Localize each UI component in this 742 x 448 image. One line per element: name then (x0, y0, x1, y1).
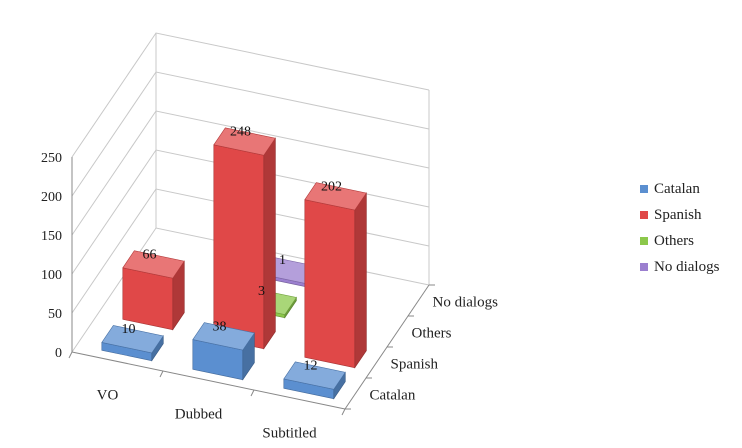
bar-front-face (122, 267, 174, 331)
category-label: VO (97, 388, 119, 404)
bar-catalan-subtitled (283, 361, 346, 400)
data-label: 66 (143, 247, 157, 262)
series-depth-label: Catalan (370, 388, 416, 404)
y-tick-label: 200 (41, 190, 62, 205)
bar-front-face (213, 144, 265, 350)
bar-top-face (101, 325, 164, 354)
bar-top-face (304, 182, 367, 211)
chart-labels: 0 50 100 150 200 250 VO Dubbed Subtitled Catalan S… (41, 125, 498, 442)
series-depth-label: Spanish (391, 357, 439, 373)
data-label: 248 (230, 125, 251, 140)
bar-spanish-subtitled (304, 182, 367, 369)
legend-swatch (640, 211, 648, 219)
legend: Catalan Spanish Others No dialogs (640, 176, 719, 280)
legend-swatch (640, 237, 648, 245)
x-axis (71, 351, 346, 410)
legend-label: Others (654, 232, 694, 249)
y-tick-label: 150 (41, 229, 62, 244)
legend-item: Others (640, 228, 719, 254)
y-tick-label: 100 (41, 268, 62, 283)
data-label: 3 (258, 284, 265, 299)
y-tick-label: 0 (55, 346, 62, 361)
data-label: 12 (304, 359, 318, 374)
bar-catalan-vo (101, 325, 164, 362)
data-label: 202 (321, 179, 342, 194)
series-depth-label: No dialogs (433, 295, 499, 311)
x-tick (159, 370, 164, 378)
legend-swatch (640, 263, 648, 271)
category-label: Dubbed (175, 407, 223, 423)
bar-top-face (213, 127, 276, 156)
bar-side-face (354, 192, 367, 369)
legend-label: Catalan (654, 180, 700, 197)
x-tick (250, 389, 255, 397)
bar-spanish-vo (122, 250, 185, 331)
bar-side-face (263, 137, 276, 350)
bar-spanish-dubbed (213, 127, 276, 350)
bar-top-face (283, 361, 346, 390)
y-tick-label: 50 (48, 307, 62, 322)
category-label: Subtitled (262, 426, 317, 442)
bar-top-face (122, 250, 185, 279)
legend-item: Catalan (640, 176, 719, 202)
data-label: 10 (122, 322, 136, 337)
x-tick (341, 408, 346, 416)
bars (101, 127, 367, 400)
bar-top-face (192, 322, 255, 351)
bar-catalan-dubbed (192, 322, 255, 381)
bar-front-face (304, 199, 356, 369)
data-label: 1 (279, 253, 286, 268)
x-tick (68, 351, 73, 359)
legend-label: No dialogs (654, 258, 720, 275)
series-depth-label: Others (412, 326, 452, 342)
axes (68, 157, 435, 416)
y-tick-label: 250 (41, 151, 62, 166)
legend-item: No dialogs (640, 254, 719, 280)
legend-label: Spanish (654, 206, 702, 223)
legend-swatch (640, 185, 648, 193)
legend-item: Spanish (640, 202, 719, 228)
data-label: 38 (213, 319, 227, 334)
